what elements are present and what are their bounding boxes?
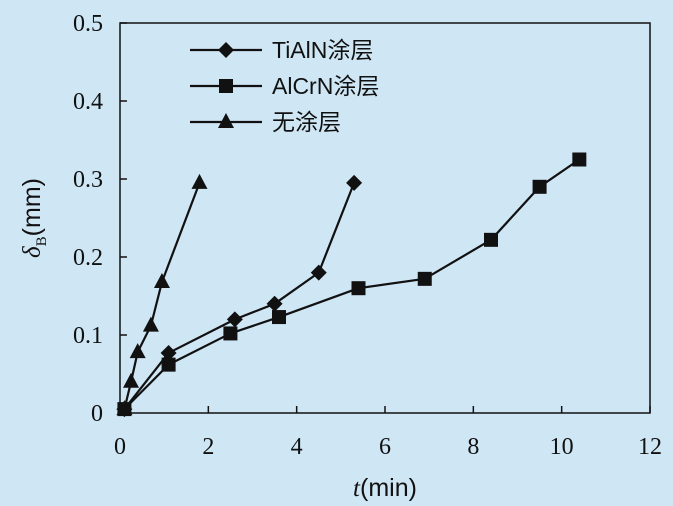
legend-label: TiAlN涂层 — [272, 37, 373, 63]
y-axis-title: δB(mm) — [18, 178, 50, 258]
y-axis-title-var: δ — [19, 246, 46, 258]
data-point — [346, 174, 363, 191]
plot-area — [119, 22, 651, 414]
data-point — [161, 357, 176, 372]
x-tick-label: 12 — [638, 434, 662, 460]
legend-item: TiAlN涂层 — [190, 37, 373, 63]
y-axis-title-sub: B — [34, 236, 50, 246]
legend-marker — [218, 42, 234, 58]
data-point — [266, 295, 283, 312]
data-point — [191, 173, 208, 189]
series-line — [123, 182, 356, 410]
y-tick-label: 0.3 — [73, 167, 103, 193]
data-point — [417, 271, 432, 286]
x-tick-label: 10 — [550, 434, 574, 460]
data-point — [142, 316, 159, 332]
data-point — [484, 232, 498, 247]
legend-marker — [218, 113, 234, 128]
series-layer — [116, 152, 587, 418]
data-point — [160, 344, 177, 361]
y-axis-title-unit: (mm) — [18, 178, 46, 236]
legend-label: AlCrN涂层 — [272, 73, 379, 99]
series-line — [123, 182, 201, 410]
x-axis-title-unit: (min) — [360, 474, 417, 502]
series-triangle — [116, 173, 208, 416]
legend-item: 无涂层 — [190, 109, 341, 135]
axis-ticks: 0 2 4 6 8 10 12 0 0.1 0.2 0.3 0.4 0.5 — [73, 11, 662, 460]
data-point — [153, 272, 170, 288]
legend-marker — [219, 79, 233, 93]
x-tick-label: 0 — [114, 434, 126, 460]
legend-item: AlCrN涂层 — [190, 73, 379, 99]
y-tick-label: 0.1 — [73, 323, 103, 349]
y-tick-label: 0.4 — [73, 89, 103, 115]
x-tick-label: 4 — [291, 434, 303, 460]
data-point — [310, 264, 327, 281]
data-point — [223, 326, 238, 341]
data-point — [129, 343, 146, 359]
x-axis-title: t(min) — [353, 474, 417, 502]
data-point — [123, 372, 140, 388]
x-axis-title-var: t — [353, 475, 361, 502]
y-tick-label: 0.2 — [73, 245, 103, 271]
legend-label: 无涂层 — [272, 109, 341, 135]
data-point — [351, 281, 366, 296]
data-point — [116, 400, 133, 416]
y-tick-label: 0 — [91, 401, 103, 427]
y-tick-label: 0.5 — [73, 11, 103, 37]
data-point — [272, 310, 286, 325]
series-square — [117, 152, 587, 417]
x-tick-label: 8 — [467, 434, 479, 460]
data-point — [532, 179, 547, 194]
data-point — [572, 152, 587, 167]
x-tick-label: 6 — [379, 434, 391, 460]
data-point — [226, 311, 243, 328]
x-tick-label: 2 — [202, 434, 214, 460]
